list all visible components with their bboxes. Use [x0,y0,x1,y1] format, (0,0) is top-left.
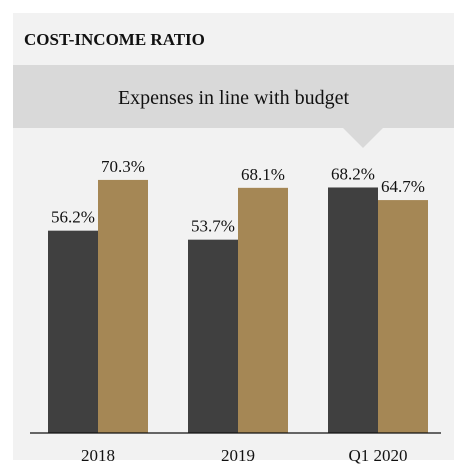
bar-2018-series-1 [48,230,98,433]
bar-q1-2020-series-1 [328,187,378,433]
bars-group: 56.2% 70.3% 53.7% 68.1% 68.2% 64.7% [48,157,428,433]
data-label-2019-series-1: 53.7% [191,217,235,236]
callout-text: Expenses in line with budget [117,87,350,109]
bar-2018-series-2 [98,179,148,433]
bar-2019-series-1 [188,239,238,433]
bar-2019-series-2 [238,187,288,433]
callout: Expenses in line with budget [13,65,454,145]
x-tick-label-2018: 2018 [81,446,115,465]
bar-q1-2020-series-2 [378,200,428,433]
x-tick-labels: 2018 2019 Q1 2020 [81,446,408,465]
callout-box [13,65,454,148]
x-tick-label-q1-2020: Q1 2020 [348,446,407,465]
chart-title: COST-INCOME RATIO [24,30,205,49]
data-label-q1-2020-series-2: 64.7% [381,177,425,196]
x-tick-label-2019: 2019 [221,446,255,465]
data-label-q1-2020-series-1: 68.2% [331,164,375,183]
data-label-2019-series-2: 68.1% [241,165,285,184]
data-label-2018-series-2: 70.3% [101,157,145,176]
data-label-2018-series-1: 56.2% [51,208,95,227]
